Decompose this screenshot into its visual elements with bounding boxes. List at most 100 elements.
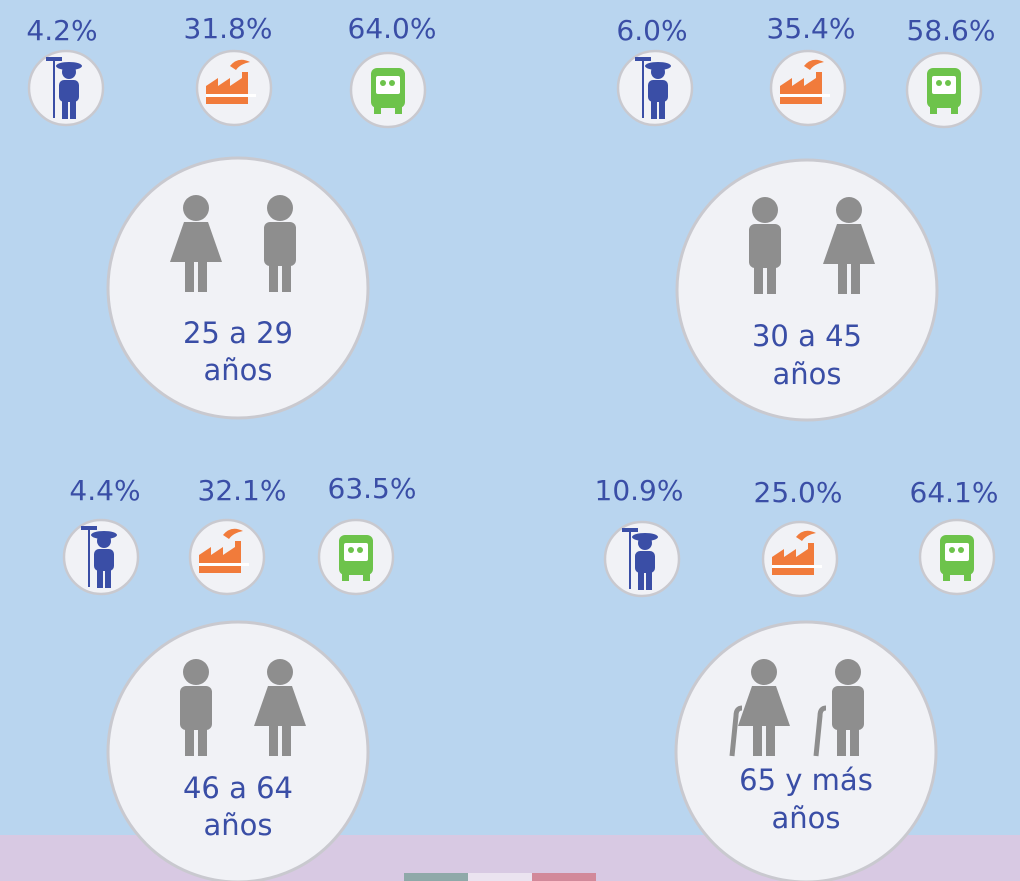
share-label: 4.2% bbox=[26, 14, 97, 47]
share-label: 58.6% bbox=[907, 14, 996, 47]
body bbox=[59, 80, 79, 102]
leg bbox=[753, 724, 762, 756]
rake-head bbox=[81, 526, 97, 530]
leg bbox=[198, 260, 207, 292]
head bbox=[752, 197, 778, 223]
leg bbox=[105, 569, 111, 588]
passenger bbox=[380, 80, 386, 86]
head bbox=[62, 65, 76, 79]
leg bbox=[282, 724, 291, 756]
road bbox=[772, 565, 822, 568]
wheel bbox=[395, 107, 402, 114]
head bbox=[267, 659, 293, 685]
share-label: 35.4% bbox=[767, 12, 856, 45]
leg bbox=[269, 724, 278, 756]
leg bbox=[646, 571, 652, 590]
window bbox=[376, 76, 400, 94]
head bbox=[183, 659, 209, 685]
share-label: 6.0% bbox=[616, 14, 687, 47]
leg bbox=[282, 260, 291, 292]
age-label: 30 a 45 bbox=[752, 319, 862, 353]
age-label: 65 y más bbox=[739, 763, 873, 797]
window bbox=[932, 76, 956, 94]
sector-icon bbox=[339, 535, 373, 581]
age-label: años bbox=[203, 808, 272, 842]
wheel bbox=[342, 574, 349, 581]
footer-stripe bbox=[468, 873, 532, 881]
share-label: 31.8% bbox=[184, 12, 273, 45]
body bbox=[94, 549, 114, 571]
passenger bbox=[936, 80, 942, 86]
torso bbox=[180, 686, 212, 730]
leg bbox=[269, 260, 278, 292]
age-label: años bbox=[203, 353, 272, 387]
passenger bbox=[348, 547, 354, 553]
page: 25 a 29años4.2%31.8%64.0%30 a 45años6.0%… bbox=[0, 0, 1020, 881]
age-label: años bbox=[771, 801, 840, 835]
leg bbox=[850, 724, 859, 756]
road bbox=[199, 563, 249, 566]
leg bbox=[185, 724, 194, 756]
leg bbox=[651, 100, 657, 119]
sector-icon bbox=[371, 68, 405, 114]
leg bbox=[659, 100, 665, 119]
wheel bbox=[964, 574, 971, 581]
age-label: 46 a 64 bbox=[183, 771, 293, 805]
leg bbox=[766, 724, 775, 756]
torso bbox=[749, 224, 781, 268]
wheel bbox=[374, 107, 381, 114]
leg bbox=[62, 100, 68, 119]
footer-stripe bbox=[532, 873, 596, 881]
head bbox=[751, 659, 777, 685]
torso bbox=[264, 222, 296, 266]
leg bbox=[97, 569, 103, 588]
head bbox=[97, 534, 111, 548]
share-label: 64.0% bbox=[348, 12, 437, 45]
road bbox=[206, 94, 256, 97]
footer-stripe bbox=[404, 873, 468, 881]
share-label: 32.1% bbox=[198, 474, 287, 507]
leg bbox=[767, 262, 776, 294]
head bbox=[651, 65, 665, 79]
passenger bbox=[949, 547, 955, 553]
rake-head bbox=[46, 57, 62, 61]
leg bbox=[837, 724, 846, 756]
wheel bbox=[363, 574, 370, 581]
head bbox=[836, 197, 862, 223]
passenger bbox=[958, 547, 964, 553]
rake-head bbox=[622, 528, 638, 532]
head bbox=[183, 195, 209, 221]
leg bbox=[754, 262, 763, 294]
share-label: 64.1% bbox=[910, 476, 999, 509]
age-label: años bbox=[772, 357, 841, 391]
torso bbox=[832, 686, 864, 730]
rake-head bbox=[635, 57, 651, 61]
leg bbox=[198, 724, 207, 756]
leg bbox=[70, 100, 76, 119]
share-label: 10.9% bbox=[595, 474, 684, 507]
leg bbox=[851, 262, 860, 294]
passenger bbox=[389, 80, 395, 86]
leg bbox=[185, 260, 194, 292]
passenger bbox=[945, 80, 951, 86]
passenger bbox=[357, 547, 363, 553]
share-label: 4.4% bbox=[69, 474, 140, 507]
sector-icon bbox=[927, 68, 961, 114]
leg bbox=[638, 571, 644, 590]
road bbox=[780, 94, 830, 97]
wheel bbox=[930, 107, 937, 114]
wheel bbox=[951, 107, 958, 114]
head bbox=[835, 659, 861, 685]
head bbox=[638, 536, 652, 550]
leg bbox=[838, 262, 847, 294]
age-circle bbox=[676, 622, 936, 881]
window bbox=[945, 543, 969, 561]
body bbox=[648, 80, 668, 102]
wheel bbox=[943, 574, 950, 581]
age-label: 25 a 29 bbox=[183, 316, 293, 350]
infographic: 25 a 29años4.2%31.8%64.0%30 a 45años6.0%… bbox=[0, 0, 1020, 881]
share-label: 63.5% bbox=[328, 472, 417, 505]
body bbox=[635, 551, 655, 573]
head bbox=[267, 195, 293, 221]
share-label: 25.0% bbox=[754, 476, 843, 509]
